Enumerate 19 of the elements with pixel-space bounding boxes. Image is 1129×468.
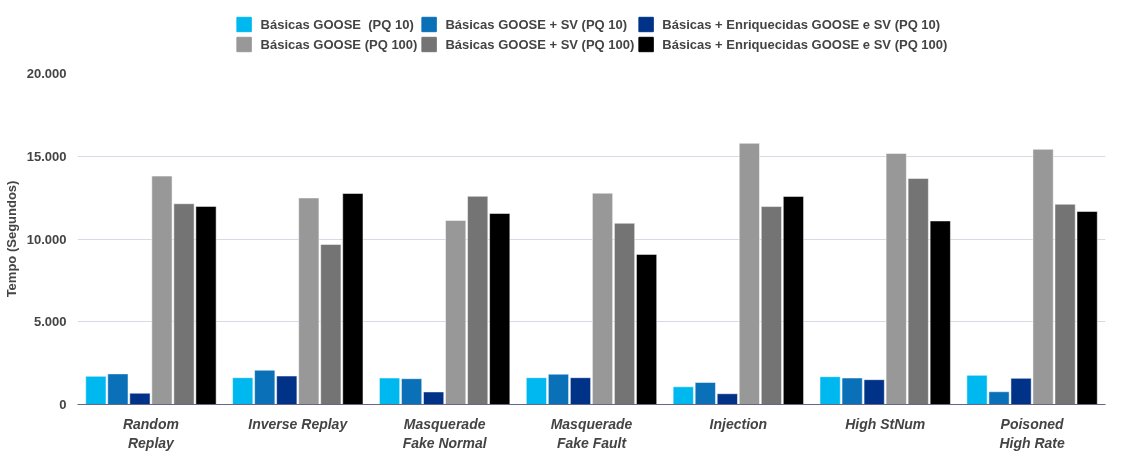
- x-tick-label: High StNum: [845, 415, 926, 432]
- x-tick-label: Injection: [709, 415, 768, 432]
- legend-label: Básicas GOOSE + SV (PQ 100): [445, 36, 635, 52]
- x-tick-label: Masquerade Fake Normal: [402, 415, 488, 451]
- y-tick-label: 5.000: [33, 314, 67, 330]
- y-tick-label: 15.000: [26, 148, 67, 164]
- legend-label: Básicas GOOSE (PQ 10): [260, 16, 414, 32]
- x-tick-label: Poisoned High Rate: [999, 415, 1065, 451]
- legend-label: Básicas + Enriquecidas GOOSE e SV (PQ 100): [662, 36, 948, 52]
- y-tick-label: 20.000: [26, 66, 67, 81]
- x-tick-label: Random Replay: [122, 415, 179, 451]
- legend-label: Básicas + Enriquecidas GOOSE e SV (PQ 10): [662, 16, 941, 32]
- x-tick-label: Masquerade Fake Fault: [550, 415, 633, 451]
- y-axis-title: Tempo (Segundos): [3, 180, 19, 298]
- legend-label: Básicas GOOSE (PQ 100): [260, 36, 418, 52]
- y-tick-label: 0: [59, 397, 67, 412]
- y-tick-label: 10.000: [26, 231, 67, 247]
- x-tick-label: Inverse Replay: [248, 415, 349, 432]
- legend-label: Básicas GOOSE + SV (PQ 10): [445, 16, 628, 32]
